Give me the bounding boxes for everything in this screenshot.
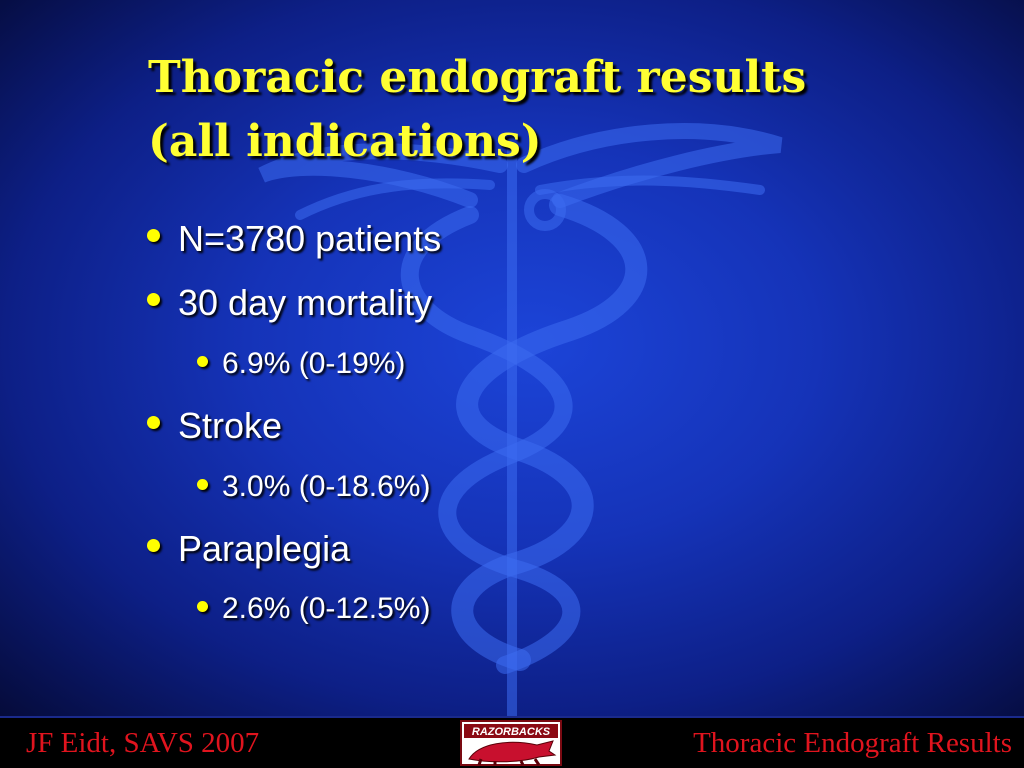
bullet-dot-icon <box>197 601 208 612</box>
bullet-text: N=3780 patients <box>178 218 442 259</box>
sub-bullet-text: 2.6% (0-12.5%) <box>222 592 431 625</box>
bullet-text: 30 day mortality <box>178 282 433 323</box>
bullet-dot-icon <box>197 356 208 367</box>
bullet-item: 30 day mortality <box>147 282 433 324</box>
sub-bullet-item: 6.9% (0-19%) <box>197 347 406 381</box>
bullet-text: Stroke <box>178 405 283 446</box>
bullet-item: Paraplegia <box>147 528 351 570</box>
bullet-text: Paraplegia <box>178 528 351 569</box>
sub-bullet-item: 3.0% (0-18.6%) <box>197 470 431 504</box>
bullet-dot-icon <box>147 416 160 429</box>
sub-bullet-item: 2.6% (0-12.5%) <box>197 592 431 626</box>
slide-background: Thoracic endograft results (all indicati… <box>0 0 1024 716</box>
sub-bullet-text: 3.0% (0-18.6%) <box>222 470 431 503</box>
svg-text:RAZORBACKS: RAZORBACKS <box>472 726 551 738</box>
bullet-dot-icon <box>147 293 160 306</box>
razorbacks-logo-icon: RAZORBACKS <box>460 720 562 766</box>
caduceus-watermark-icon <box>258 123 783 716</box>
title-line-2: (all indications) <box>148 116 542 167</box>
sub-bullet-text: 6.9% (0-19%) <box>222 347 406 380</box>
slide-title: Thoracic endograft results (all indicati… <box>148 46 868 174</box>
footer-slide-title: Thoracic Endograft Results <box>693 727 1012 759</box>
slide-footer: JF Eidt, SAVS 2007 RAZORBACKS Thoracic E… <box>0 716 1024 768</box>
bullet-item: Stroke <box>147 405 283 447</box>
bullet-dot-icon <box>147 229 160 242</box>
title-line-1: Thoracic endograft results <box>148 52 807 103</box>
bullet-dot-icon <box>147 539 160 552</box>
bullet-dot-icon <box>197 479 208 490</box>
bullet-item: N=3780 patients <box>147 218 442 260</box>
footer-author: JF Eidt, SAVS 2007 <box>26 727 260 759</box>
